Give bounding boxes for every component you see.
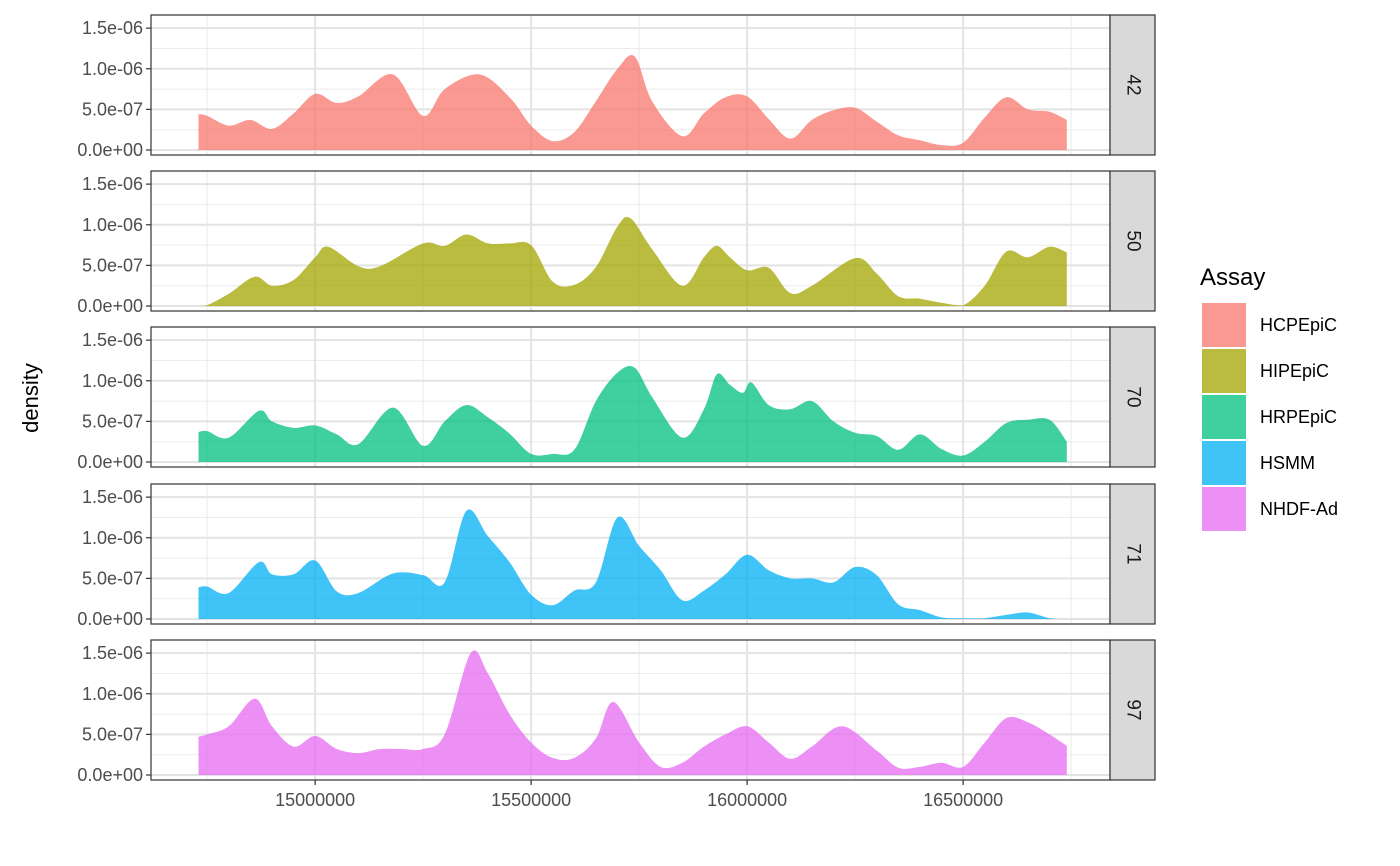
density-area-hsmm xyxy=(198,509,1067,619)
y-tick-label: 1.5e-06 xyxy=(82,487,143,507)
y-tick-label: 0.0e+00 xyxy=(77,609,143,629)
facet-strip xyxy=(1109,326,1156,468)
legend-item-nhdf-ad: NHDF-Ad xyxy=(1202,487,1338,531)
y-tick-label: 1.0e-06 xyxy=(82,371,143,391)
chart-panels: 420.0e+005.0e-071.0e-061.5e-06500.0e+005… xyxy=(77,14,1156,785)
legend-swatch xyxy=(1202,349,1246,393)
facet-strip-label: 70 xyxy=(1122,386,1143,407)
y-tick-label: 0.0e+00 xyxy=(77,140,143,160)
legend-item-hipepic: HIPEpiC xyxy=(1202,349,1329,393)
y-tick-label: 5.0e-07 xyxy=(82,99,143,119)
x-axis: 15000000 15500000 16000000 16500000 xyxy=(275,780,1003,810)
legend-label: NHDF-Ad xyxy=(1260,499,1338,519)
y-tick-label: 1.0e-06 xyxy=(82,59,143,79)
legend-swatch xyxy=(1202,303,1246,347)
y-tick-label: 1.5e-06 xyxy=(82,174,143,194)
density-area-nhdf-ad xyxy=(198,650,1067,775)
legend-title: Assay xyxy=(1200,264,1265,291)
legend-swatch xyxy=(1202,395,1246,439)
x-tick-label: 16500000 xyxy=(923,790,1003,810)
x-tick-label: 15500000 xyxy=(491,790,571,810)
panel-42: 42 0.0e+00 5.0e-07 1.0e-06 1.5e-06 xyxy=(77,14,1156,160)
legend-item-hrpepic: HRPEpiC xyxy=(1202,395,1337,439)
y-axis-title: density xyxy=(18,363,43,433)
legend-label: HCPEpiC xyxy=(1260,315,1337,335)
y-tick-label: 1.5e-06 xyxy=(82,330,143,350)
y-tick-label: 5.0e-07 xyxy=(82,724,143,744)
y-tick-label: 1.0e-06 xyxy=(82,528,143,548)
facet-strip-label: 71 xyxy=(1122,543,1143,564)
y-tick-label: 1.0e-06 xyxy=(82,684,143,704)
density-area-hcpepic xyxy=(198,55,1067,150)
x-tick-label: 16000000 xyxy=(707,790,787,810)
y-tick-label: 1.5e-06 xyxy=(82,18,143,38)
panel-70: 70 0.0e+00 5.0e-07 1.0e-06 1.5e-06 xyxy=(77,326,1156,472)
facet-strip xyxy=(1109,14,1156,156)
facet-strip-label: 97 xyxy=(1122,699,1143,720)
y-tick-label: 0.0e+00 xyxy=(77,765,143,785)
density-area-hrpepic xyxy=(198,365,1067,462)
facet-strip-label: 42 xyxy=(1122,74,1143,95)
y-tick-label: 1.0e-06 xyxy=(82,215,143,235)
panel-71: 71 0.0e+00 5.0e-07 1.0e-06 1.5e-06 xyxy=(77,483,1156,629)
legend-item-hsmm: HSMM xyxy=(1202,441,1315,485)
density-area-hipepic xyxy=(198,216,1067,306)
facet-strip-label: 50 xyxy=(1122,230,1143,251)
y-tick-label: 0.0e+00 xyxy=(77,452,143,472)
y-tick-label: 1.5e-06 xyxy=(82,643,143,663)
y-tick-label: 5.0e-07 xyxy=(82,411,143,431)
x-tick-label: 15000000 xyxy=(275,790,355,810)
panel-50: 50 0.0e+00 5.0e-07 1.0e-06 1.5e-06 xyxy=(77,170,1156,316)
legend-swatch xyxy=(1202,441,1246,485)
legend: Assay HCPEpiC HIPEpiC HRPEpiC HSMM NHDF-Ad xyxy=(1200,264,1338,531)
legend-label: HRPEpiC xyxy=(1260,407,1337,427)
panel-97: 97 0.0e+00 5.0e-07 1.0e-06 1.5e-06 xyxy=(77,639,1156,785)
y-tick-label: 5.0e-07 xyxy=(82,568,143,588)
facet-strip xyxy=(1109,170,1156,312)
legend-label: HIPEpiC xyxy=(1260,361,1329,381)
facet-strip xyxy=(1109,483,1156,625)
y-tick-label: 5.0e-07 xyxy=(82,255,143,275)
y-tick-label: 0.0e+00 xyxy=(77,296,143,316)
legend-swatch xyxy=(1202,487,1246,531)
legend-item-hcpepic: HCPEpiC xyxy=(1202,303,1337,347)
facet-strip xyxy=(1109,639,1156,781)
legend-label: HSMM xyxy=(1260,453,1315,473)
